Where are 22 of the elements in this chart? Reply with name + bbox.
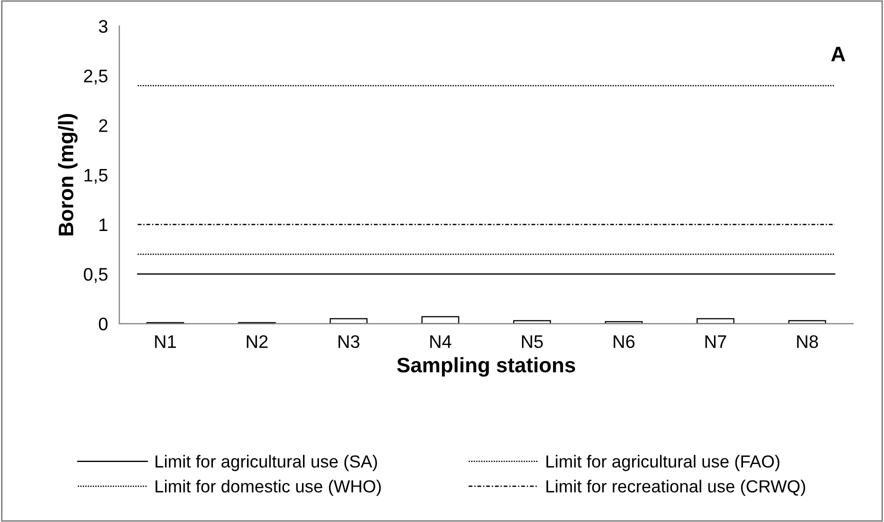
y-tick-label: 0,5: [84, 268, 108, 283]
x-axis-title: Sampling stations: [397, 357, 576, 377]
y-tick-label: 2,5: [84, 70, 108, 85]
y-tick-label: 1,5: [84, 168, 108, 184]
x-tick-label: N7: [705, 335, 726, 348]
legend-label: Limit for agricultural use (SA): [156, 454, 377, 472]
y-tick-label: 3: [98, 20, 108, 33]
x-tick-label: N5: [522, 335, 543, 348]
legend-label: Limit for domestic use (WHO): [156, 480, 381, 496]
legend-label: Limit for agricultural use (FAO): [546, 454, 780, 472]
x-tick-label: N2: [246, 335, 268, 348]
annotation: A: [831, 46, 846, 62]
x-tick-label: N1: [155, 335, 176, 348]
y-axis-title: Boron (mg/l): [58, 114, 78, 236]
legend-label: Limit for recreational use (CRWQ): [546, 480, 806, 496]
x-tick-label: N3: [338, 335, 360, 348]
x-tick-label: N8: [797, 335, 818, 348]
y-tick-label: 2: [99, 119, 108, 132]
y-tick-label: 1: [100, 218, 108, 231]
x-tick-label: N4: [430, 335, 452, 348]
y-tick-label: 0: [98, 318, 108, 330]
x-tick-label: N6: [614, 335, 635, 348]
